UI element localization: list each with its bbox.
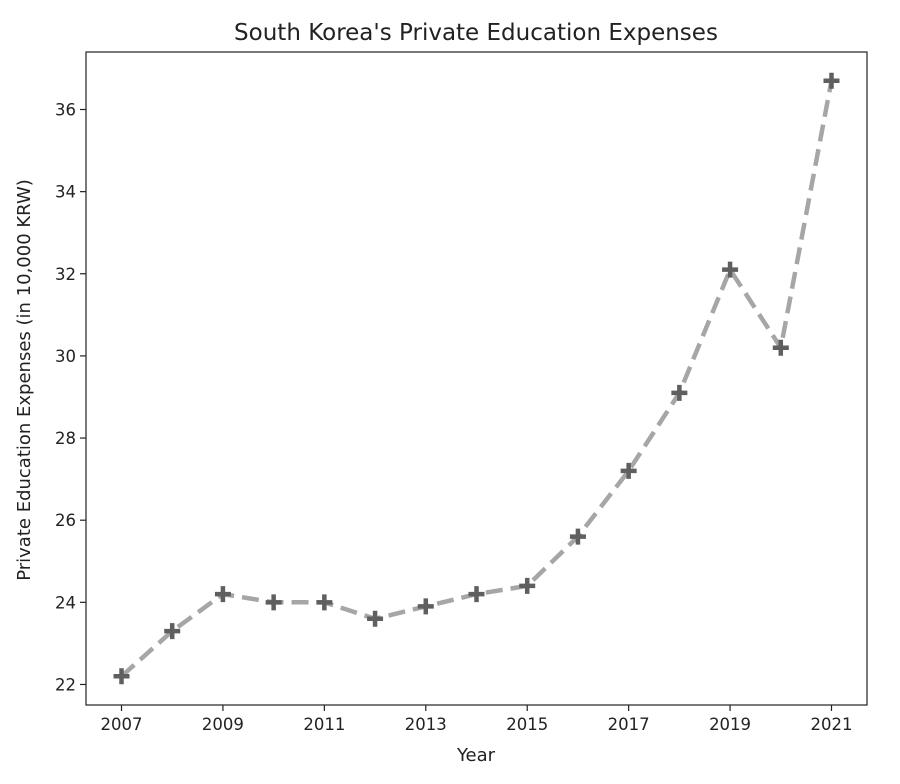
x-tick-label: 2021	[811, 715, 853, 734]
series-layer	[113, 72, 840, 685]
y-tick-label: 30	[55, 347, 76, 366]
y-tick-label: 26	[55, 511, 76, 530]
x-tick-label: 2013	[405, 715, 447, 734]
data-point-marker	[214, 586, 231, 603]
x-axis-label: Year	[456, 745, 496, 766]
x-tick-label: 2007	[101, 715, 143, 734]
x-tick-label: 2009	[202, 715, 244, 734]
data-point-marker	[569, 528, 586, 545]
y-tick-label: 36	[55, 100, 76, 119]
data-point-marker	[468, 586, 485, 603]
data-point-marker	[671, 384, 688, 401]
x-tick-label: 2017	[608, 715, 650, 734]
y-tick-label: 22	[55, 675, 76, 694]
y-axis-label: Private Education Expenses (in 10,000 KR…	[14, 179, 35, 581]
data-point-marker	[265, 594, 282, 611]
data-point-marker	[722, 261, 739, 278]
x-tick-label: 2019	[709, 715, 751, 734]
y-tick-label: 34	[55, 183, 76, 202]
y-axis: 22 24 26 28 30 32 34 36	[55, 100, 86, 694]
x-tick-label: 2011	[303, 715, 345, 734]
y-tick-label: 28	[55, 429, 76, 448]
data-point-marker	[164, 623, 181, 640]
data-point-marker	[113, 668, 130, 685]
data-point-marker	[519, 577, 536, 594]
chart-title: South Korea's Private Education Expenses	[234, 20, 718, 46]
data-point-marker	[417, 598, 434, 615]
y-tick-label: 24	[55, 593, 76, 612]
x-tick-label: 2015	[506, 715, 548, 734]
data-point-marker	[620, 462, 637, 479]
y-tick-label: 32	[55, 265, 76, 284]
x-axis: 2007 2009 2011 2013 2015 2017 2019 2021	[101, 705, 853, 734]
data-point-marker	[316, 594, 333, 611]
plot-area-frame	[85, 51, 868, 706]
data-point-marker	[823, 72, 840, 89]
data-point-marker	[772, 339, 789, 356]
data-point-marker	[367, 610, 384, 627]
